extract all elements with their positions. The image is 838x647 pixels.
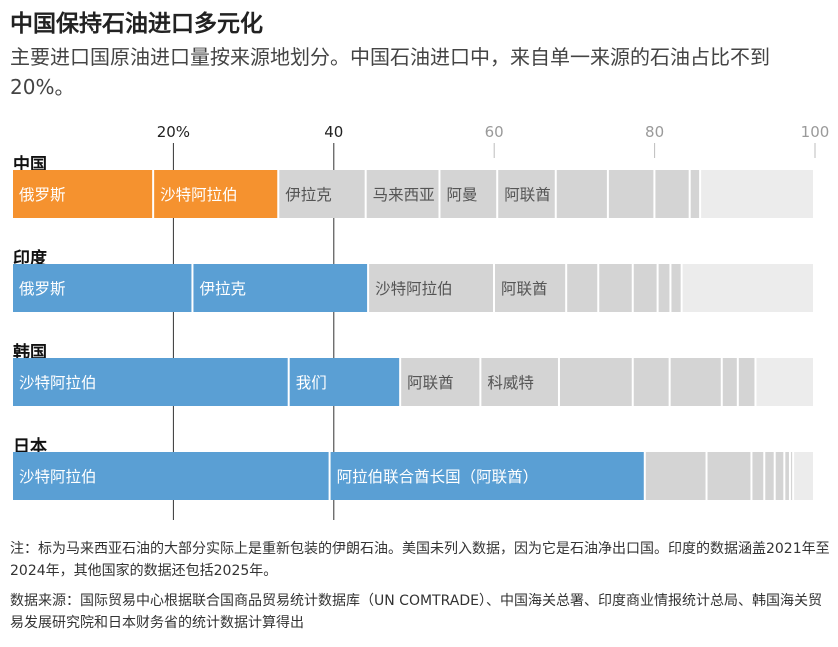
bar-segment <box>658 264 670 312</box>
segment-label: 科威特 <box>487 374 534 392</box>
bar-segment <box>655 170 689 218</box>
bar-segment <box>279 170 365 218</box>
bar-segment <box>722 358 737 406</box>
segment-label: 阿拉伯联合酋长国（阿联酋） <box>337 468 539 486</box>
bar-segment <box>440 170 497 218</box>
stacked-bar-chart: 20% 40 60 80 100中国俄罗斯 沙特阿拉伯 伊拉克 马来西亚 阿曼 阿联酋印度俄罗斯伊… <box>13 123 830 520</box>
bar-segment <box>752 452 764 500</box>
bar-segment <box>567 264 598 312</box>
bar-segment <box>670 358 721 406</box>
tick-label: 20% <box>157 123 190 141</box>
bar-segment <box>608 170 654 218</box>
bar-segment <box>401 358 480 406</box>
bar-segment <box>785 452 789 500</box>
bar-segment <box>599 264 632 312</box>
segment-label: 马来西亚 <box>373 186 435 204</box>
bar-segment <box>13 358 288 406</box>
segment-label: 阿联酋 <box>501 280 548 298</box>
bar-segment <box>193 264 368 312</box>
country-label: 中国 <box>13 154 47 175</box>
bar-segment <box>330 452 644 500</box>
segment-label: 阿曼 <box>446 186 477 204</box>
bar-segment <box>775 452 784 500</box>
bar-segment <box>289 358 400 406</box>
segment-label: 沙特阿拉伯 <box>19 374 97 392</box>
bar-segment <box>645 452 706 500</box>
bar-segment <box>154 170 278 218</box>
bar-segment <box>701 170 813 218</box>
chart-title: 中国保持石油进口多元化 <box>10 11 263 37</box>
bar-segment <box>765 452 774 500</box>
tick-label: 100 <box>801 123 830 141</box>
bar-segment <box>707 452 751 500</box>
bar-segment <box>366 170 439 218</box>
bar-segment <box>556 170 607 218</box>
bar-segment <box>738 358 755 406</box>
segment-label: 沙特阿拉伯 <box>19 468 97 486</box>
bar-segment <box>13 452 329 500</box>
country-label: 日本 <box>13 436 47 457</box>
segment-label: 伊拉克 <box>285 186 332 204</box>
bar-segment <box>756 358 813 406</box>
bar-segment <box>481 358 558 406</box>
segment-label: 俄罗斯 <box>19 186 66 204</box>
bar-segment <box>790 452 793 500</box>
segment-label: 沙特阿拉伯 <box>375 280 453 298</box>
bar-segment <box>559 358 632 406</box>
bar-segment <box>495 264 566 312</box>
country-label: 印度 <box>13 248 48 269</box>
segment-label: 伊拉克 <box>199 280 246 298</box>
bar-segment <box>671 264 681 312</box>
country-label: 韩国 <box>13 342 47 363</box>
segment-label: 俄罗斯 <box>19 280 66 298</box>
segment-label: 我们 <box>296 374 327 392</box>
chart-source: 数据来源：国际贸易中心根据联合国商品贸易统计数据库（UN COMTRADE）、中… <box>10 593 822 631</box>
tick-label: 40 <box>324 123 343 141</box>
bar-segment <box>682 264 813 312</box>
bar-segment <box>690 170 700 218</box>
chart-note: 注：标为马来西亚石油的大部分实际上是重新包装的伊朗石油。美国未列入数据，因为它是… <box>10 541 830 579</box>
segment-label: 阿联酋 <box>407 374 454 392</box>
tick-label: 80 <box>645 123 664 141</box>
segment-label: 沙特阿拉伯 <box>160 186 238 204</box>
chart-subtitle: 主要进口国原油进口量按来源地划分。中国石油进口中，来自单一来源的石油占比不到20… <box>10 45 770 99</box>
bar-segment <box>13 170 153 218</box>
bar-segment <box>369 264 494 312</box>
bar-segment <box>498 170 555 218</box>
bar-segment <box>794 452 813 500</box>
segment-label: 阿联酋 <box>504 186 551 204</box>
bar-segment <box>633 264 657 312</box>
bar-segment <box>633 358 669 406</box>
tick-label: 60 <box>485 123 504 141</box>
bar-segment <box>13 264 192 312</box>
